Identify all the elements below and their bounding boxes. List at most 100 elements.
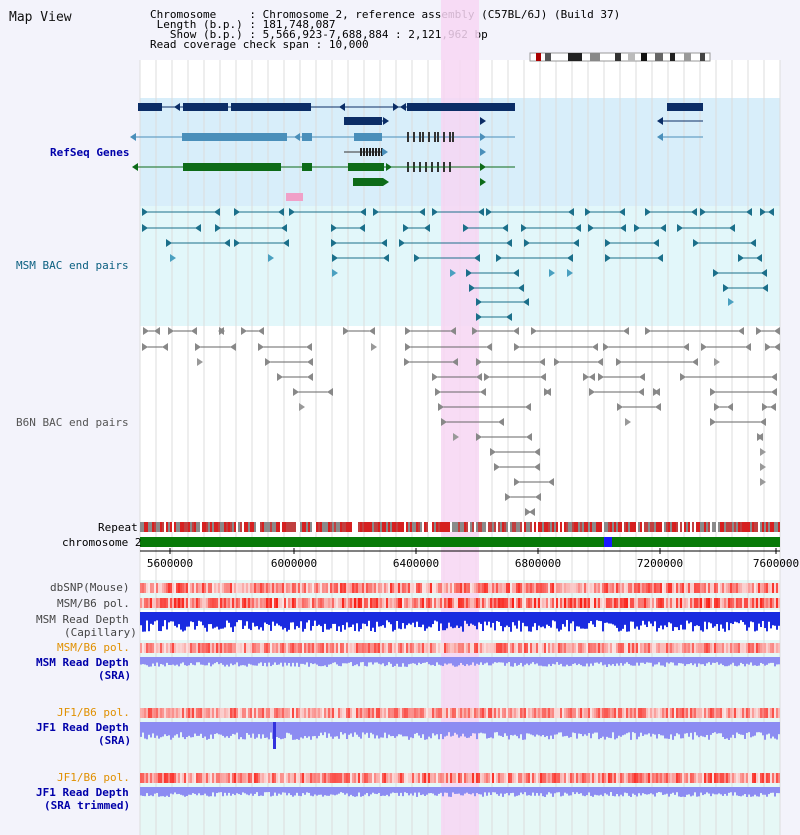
polymorphism-cell: [252, 643, 254, 653]
depth-bar: [210, 612, 212, 625]
polymorphism-cell: [532, 708, 534, 718]
polymorphism-cell: [162, 708, 164, 718]
depth-bar: [246, 657, 248, 667]
polymorphism-cell: [212, 583, 214, 593]
polymorphism-cell: [424, 708, 426, 718]
depth-bar: [522, 612, 524, 623]
depth-bar: [700, 722, 702, 736]
polymorphism-cell: [648, 773, 650, 783]
depth-bar: [352, 787, 354, 797]
depth-bar: [364, 787, 366, 795]
depth-bar: [662, 722, 664, 736]
polymorphism-cell: [664, 643, 666, 653]
polymorphism-cell: [364, 643, 366, 653]
polymorphism-cell: [440, 643, 442, 653]
repeat-mark: [636, 522, 638, 532]
polymorphism-cell: [754, 708, 756, 718]
polymorphism-cell: [232, 643, 234, 653]
depth-bar: [688, 722, 690, 737]
bac-end-marker: [526, 433, 532, 441]
depth-bar: [696, 657, 698, 667]
polymorphism-cell: [328, 583, 330, 593]
repeat-mark: [546, 522, 548, 532]
polymorphism-cell: [254, 643, 256, 653]
depth-bar: [550, 787, 552, 794]
polymorphism-cell: [518, 708, 520, 718]
axis-tick-label: 6800000: [514, 557, 562, 570]
polymorphism-cell: [458, 773, 460, 783]
depth-bar: [774, 787, 776, 797]
polymorphism-cell: [274, 773, 276, 783]
polymorphism-cell: [288, 643, 290, 653]
polymorphism-cell: [588, 643, 590, 653]
polymorphism-cell: [390, 583, 392, 593]
depth-bar: [640, 722, 642, 733]
repeat-mark: [456, 522, 458, 532]
bac-end-marker: [760, 448, 766, 456]
depth-bar: [550, 657, 552, 667]
depth-bar: [358, 657, 360, 667]
polymorphism-cell: [704, 583, 706, 593]
depth-bar: [232, 722, 234, 734]
polymorphism-cell: [762, 598, 764, 608]
polymorphism-cell: [256, 583, 258, 593]
depth-bar: [264, 787, 266, 793]
repeat-mark: [740, 522, 742, 532]
depth-bar: [346, 787, 348, 794]
polymorphism-cell: [276, 598, 278, 608]
polymorphism-cell: [154, 773, 156, 783]
polymorphism-cell: [550, 708, 552, 718]
refseq-track-label[interactable]: RefSeq Genes: [50, 146, 130, 159]
polymorphism-cell: [584, 708, 586, 718]
polymorphism-cell: [566, 773, 568, 783]
depth-bar: [190, 722, 192, 738]
depth-bar: [588, 612, 590, 624]
polymorphism-cell: [616, 583, 618, 593]
polymorphism-cell: [446, 708, 448, 718]
polymorphism-cell: [336, 643, 338, 653]
depth-bar: [656, 722, 658, 739]
polymorphism-cell: [714, 598, 716, 608]
polymorphism-cell: [614, 773, 616, 783]
jf1-b6-pol-trim-label: JF1/B6 pol.: [57, 771, 130, 784]
polymorphism-cell: [576, 583, 578, 593]
depth-bar: [404, 787, 406, 793]
polymorphism-cell: [358, 643, 360, 653]
depth-bar: [736, 657, 738, 667]
polymorphism-cell: [404, 598, 406, 608]
depth-bar: [322, 657, 324, 667]
bac-end-marker: [568, 208, 574, 216]
polymorphism-cell: [278, 773, 280, 783]
depth-bar: [264, 722, 266, 738]
polymorphism-cell: [558, 583, 560, 593]
depth-bar: [588, 787, 590, 793]
depth-bar: [158, 787, 160, 797]
polymorphism-cell: [474, 598, 476, 608]
depth-bar: [344, 657, 346, 664]
depth-bar: [600, 657, 602, 663]
polymorphism-cell: [586, 773, 588, 783]
msm-bac-track-label[interactable]: MSM BAC end pairs: [16, 259, 129, 272]
depth-bar: [434, 722, 436, 736]
bac-end-marker: [230, 343, 236, 351]
polymorphism-cell: [692, 708, 694, 718]
depth-bar: [362, 657, 364, 663]
bac-end-marker: [625, 418, 631, 426]
polymorphism-cell: [218, 598, 220, 608]
polymorphism-cell: [202, 643, 204, 653]
depth-bar: [450, 657, 452, 664]
polymorphism-cell: [612, 583, 614, 593]
b6n-bac-track-label[interactable]: B6N BAC end pairs: [16, 416, 129, 429]
polymorphism-cell: [488, 598, 490, 608]
polymorphism-cell: [206, 598, 208, 608]
polymorphism-cell: [150, 708, 152, 718]
polymorphism-cell: [718, 583, 720, 593]
repeat-mark: [720, 522, 722, 532]
depth-bar: [388, 612, 390, 623]
depth-bar: [602, 612, 604, 632]
polymorphism-cell: [296, 583, 298, 593]
polymorphism-cell: [484, 643, 486, 653]
repeat-mark: [480, 522, 482, 532]
depth-bar: [576, 787, 578, 793]
